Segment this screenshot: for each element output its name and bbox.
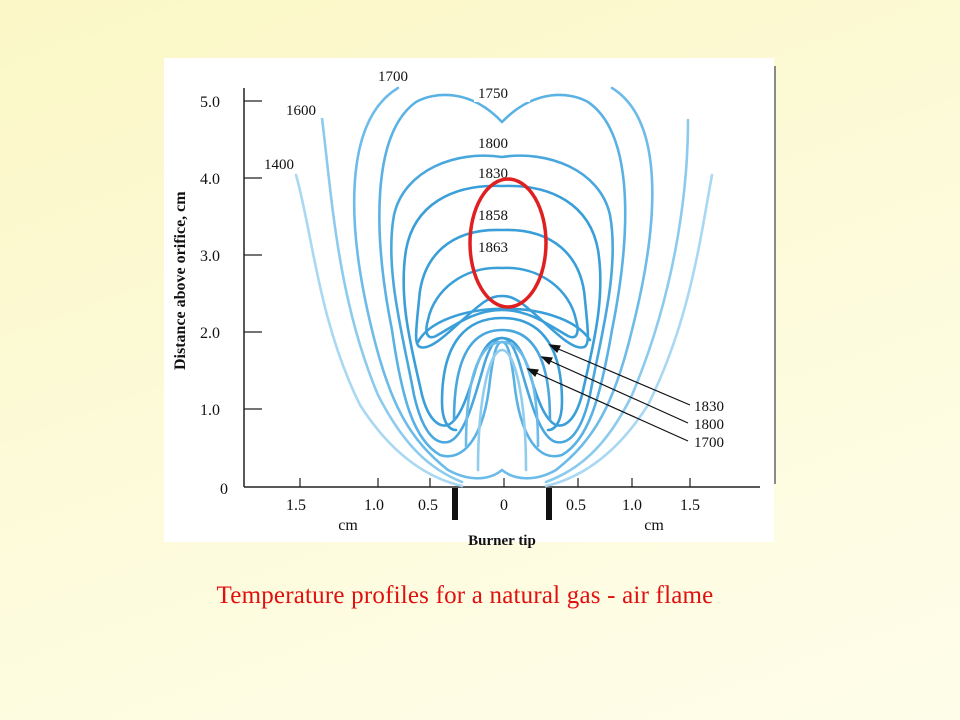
contour-1400 bbox=[294, 173, 714, 488]
label-1830: 1830 bbox=[478, 166, 508, 182]
label-bg bbox=[474, 206, 530, 224]
x-tick-label: 0.5 bbox=[418, 497, 438, 514]
x-ticks bbox=[299, 478, 691, 487]
x-tick-label: 0 bbox=[500, 497, 508, 514]
figure-caption: Temperature profiles for a natural gas -… bbox=[216, 582, 714, 609]
label-1750: 1750 bbox=[478, 86, 508, 102]
contour-dome-1800 bbox=[452, 328, 552, 422]
label-1600: 1600 bbox=[286, 103, 316, 119]
label-bg bbox=[474, 164, 530, 182]
x-tick-label: 1.0 bbox=[622, 497, 642, 514]
x-axis-label: Burner tip bbox=[468, 533, 536, 549]
label-bg bbox=[474, 84, 530, 102]
contour-1600 bbox=[320, 116, 690, 484]
label-bg bbox=[474, 134, 530, 152]
contour-dome-1830 bbox=[440, 316, 564, 432]
label-bg bbox=[376, 68, 426, 84]
pointer-label-1830: 1830 bbox=[694, 399, 724, 415]
contour-lines bbox=[294, 86, 714, 488]
label-1863: 1863 bbox=[478, 240, 508, 256]
y-axis-label: Distance above orifice, cm bbox=[172, 191, 189, 370]
pointer-arrows bbox=[526, 344, 691, 442]
figure-panel bbox=[164, 58, 774, 542]
contour-dome-1700 bbox=[464, 340, 540, 448]
y-tick-label: 4.0 bbox=[200, 171, 220, 188]
x-unit-left: cm bbox=[338, 517, 358, 534]
label-1700-top: 1700 bbox=[378, 69, 408, 85]
label-bg bbox=[262, 156, 312, 172]
contour-1858 bbox=[414, 228, 590, 349]
highlight-ellipse bbox=[468, 177, 548, 309]
label-1858: 1858 bbox=[478, 208, 508, 224]
contour-dome-outer bbox=[416, 307, 592, 344]
burner-tip-left-marker bbox=[452, 488, 458, 520]
y-tick-label: 3.0 bbox=[200, 248, 220, 265]
x-tick-label: 1.5 bbox=[286, 497, 306, 514]
y-ticks bbox=[244, 100, 262, 410]
x-tick-label: 1.0 bbox=[364, 497, 384, 514]
pointer-label-1700: 1700 bbox=[694, 435, 724, 451]
burner-tip-right-marker bbox=[546, 488, 552, 520]
pointer-label-1800: 1800 bbox=[694, 417, 724, 433]
y-tick-label: 2.0 bbox=[200, 325, 220, 342]
x-tick-label: 0.5 bbox=[566, 497, 586, 514]
y-tick-label: 0 bbox=[220, 481, 228, 498]
contour-dome-inner bbox=[476, 348, 528, 472]
label-1400: 1400 bbox=[264, 157, 294, 173]
contour-1830 bbox=[402, 184, 602, 427]
label-bg bbox=[286, 102, 336, 118]
y-tick-label: 1.0 bbox=[200, 402, 220, 419]
y-tick-label: 5.0 bbox=[200, 94, 220, 111]
x-tick-label: 1.5 bbox=[680, 497, 700, 514]
label-1800: 1800 bbox=[478, 136, 508, 152]
contour-1700-outer bbox=[352, 86, 654, 480]
x-unit-right: cm bbox=[644, 517, 664, 534]
label-bg bbox=[474, 238, 530, 256]
